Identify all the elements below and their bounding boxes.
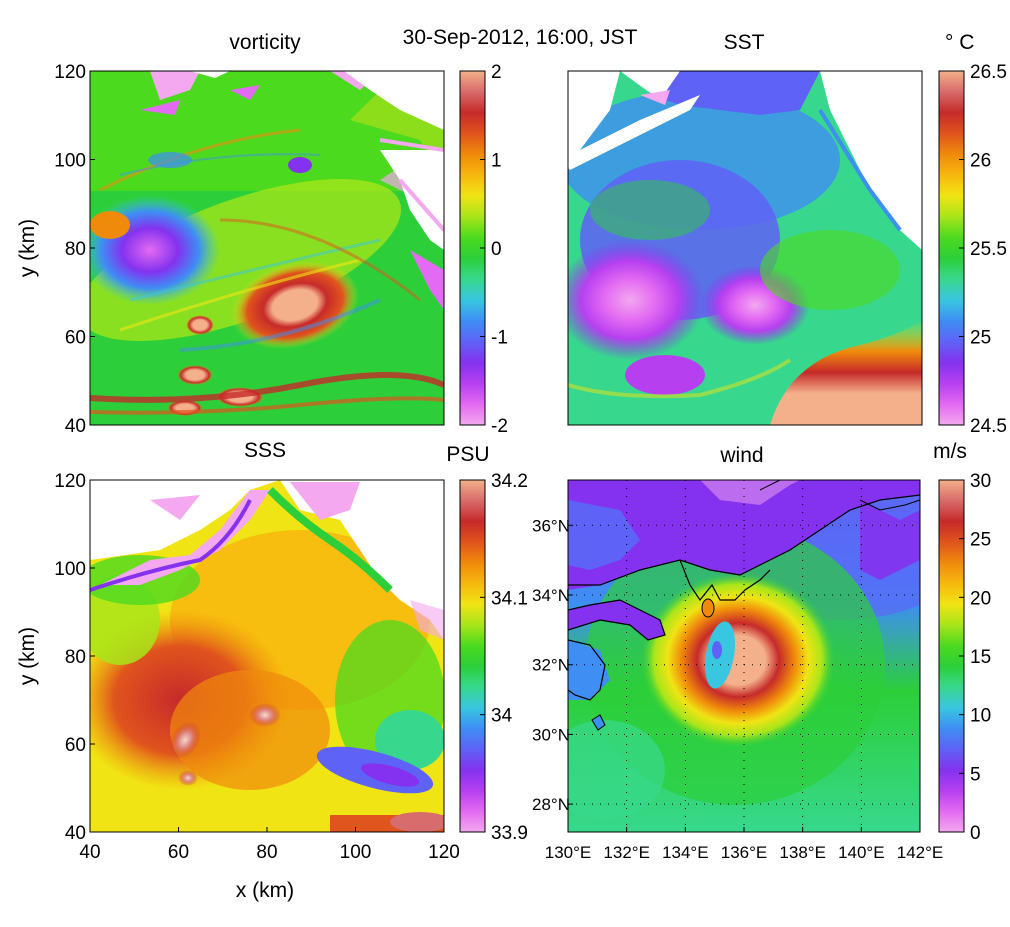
vorticity-colorbar-label: -2 <box>491 416 508 437</box>
vorticity-y-tick-label: 80 <box>65 239 86 260</box>
vorticity-y-tick-label: 60 <box>65 328 86 349</box>
sss-x-tick-label: 40 <box>79 842 100 863</box>
sss-y-tick-label: 40 <box>65 823 86 844</box>
sss-colorbar-label: 33.9 <box>491 823 528 844</box>
vorticity-colorbar-label: -1 <box>491 328 508 349</box>
vorticity-field <box>90 71 444 425</box>
wind-lat-tick-label: 28°N <box>532 795 570 814</box>
xlabel-sss: x (km) <box>236 879 294 902</box>
sss-y-tick-label: 100 <box>54 559 86 580</box>
sss-y-tick-label: 60 <box>65 735 86 756</box>
lat-axis-wind: 28°N 30°N 32°N 34°N 36°N <box>532 516 573 814</box>
y-axis-sss: 40 60 80 100 120 <box>54 471 95 844</box>
lon-axis-wind: 130°E 132°E 134°E 136°E 138°E 140°E 142°E <box>545 827 944 862</box>
vorticity-colorbar-label: 2 <box>491 62 502 83</box>
sss-y-tick-label: 120 <box>54 471 86 492</box>
sst-field <box>568 71 922 425</box>
wind-colorbar-label: 5 <box>970 764 981 785</box>
sss-colorbar-label: 34 <box>491 706 513 727</box>
wind-lon-tick-label: 130°E <box>545 843 592 862</box>
wind-colorbar-label: 15 <box>970 647 991 668</box>
sss-x-tick-label: 80 <box>256 842 277 863</box>
ylabel-vorticity: y (km) <box>16 219 39 277</box>
vorticity-y-tick-label: 40 <box>65 416 86 437</box>
panel-vorticity: vorticity <box>16 31 508 437</box>
vorticity-colorbar-label: 1 <box>491 151 502 172</box>
wind-lat-tick-label: 34°N <box>532 586 570 605</box>
axes-frame-sst <box>567 70 923 426</box>
wind-colorbar-label: 10 <box>970 706 991 727</box>
sst-colorbar-label: 26.5 <box>970 62 1007 83</box>
wind-lat-tick-label: 36°N <box>532 516 570 535</box>
panel-wind: wind m/s 28°N30°N32°N34 <box>532 440 991 862</box>
wind-lon-tick-label: 134°E <box>662 843 709 862</box>
sst-colorbar-label: 25.5 <box>970 239 1007 260</box>
vorticity-y-tick-label: 120 <box>54 62 86 83</box>
wind-colorbar-label: 25 <box>970 530 991 551</box>
x-axis-sss: 40 60 80 100 120 <box>79 827 460 863</box>
sss-colorbar-label: 34.2 <box>491 471 528 492</box>
sss-field <box>90 480 444 832</box>
wind-colorbar-label: 0 <box>970 823 981 844</box>
y-axis-vorticity: 40 60 80 100 120 <box>54 62 95 437</box>
colorbar-sst: 24.5 25 25.5 26 26.5 <box>938 62 1007 437</box>
sst-colorbar-label: 26 <box>970 151 991 172</box>
wind-lon-tick-label: 132°E <box>603 843 650 862</box>
vorticity-y-tick-label: 100 <box>54 151 86 172</box>
panel-sss: SSS PSU 40 60 80 100 120 <box>16 439 528 902</box>
sss-colorbar-scale <box>459 479 486 833</box>
unit-sss: PSU <box>446 443 489 466</box>
panel-title-wind: wind <box>719 444 763 467</box>
wind-lon-tick-label: 142°E <box>897 843 944 862</box>
sss-x-tick-label: 100 <box>340 842 372 863</box>
panel-title-sst: SST <box>724 31 765 54</box>
colorbar-sss: 33.9 34 34.1 34.2 <box>459 471 528 844</box>
colorbar-wind: 0 5 10 15 20 25 30 <box>938 471 991 844</box>
sst-colorbar-label: 24.5 <box>970 416 1007 437</box>
unit-sst: ° C <box>945 31 974 54</box>
sst-colorbar-label: 25 <box>970 328 991 349</box>
wind-lon-tick-label: 136°E <box>721 843 768 862</box>
ylabel-sss: y (km) <box>16 627 39 685</box>
wind-colorbar-label: 20 <box>970 588 991 609</box>
wind-colorbar-label: 30 <box>970 471 991 492</box>
panel-title-sss: SSS <box>244 439 286 462</box>
wind-lat-tick-label: 32°N <box>532 656 570 675</box>
vorticity-colorbar-label: 0 <box>491 239 502 260</box>
wind-lat-tick-label: 30°N <box>532 725 570 744</box>
colorbar-vorticity: -2 -1 0 1 2 <box>459 62 508 437</box>
sss-y-tick-label: 80 <box>65 647 86 668</box>
sss-x-tick-label: 120 <box>428 842 460 863</box>
unit-wind: m/s <box>933 440 967 463</box>
sss-colorbar-label: 34.1 <box>491 588 528 609</box>
wind-dotted-grid <box>568 480 920 832</box>
wind-field <box>568 480 920 832</box>
sss-x-tick-label: 60 <box>168 842 189 863</box>
figure-title: 30-Sep-2012, 16:00, JST <box>403 26 638 49</box>
wind-lon-tick-label: 138°E <box>779 843 826 862</box>
wind-lon-tick-label: 140°E <box>838 843 885 862</box>
panel-title-vorticity: vorticity <box>229 31 301 54</box>
panel-sst: SST ° C 24.5 25 25.5 26 26.5 <box>567 31 1007 437</box>
